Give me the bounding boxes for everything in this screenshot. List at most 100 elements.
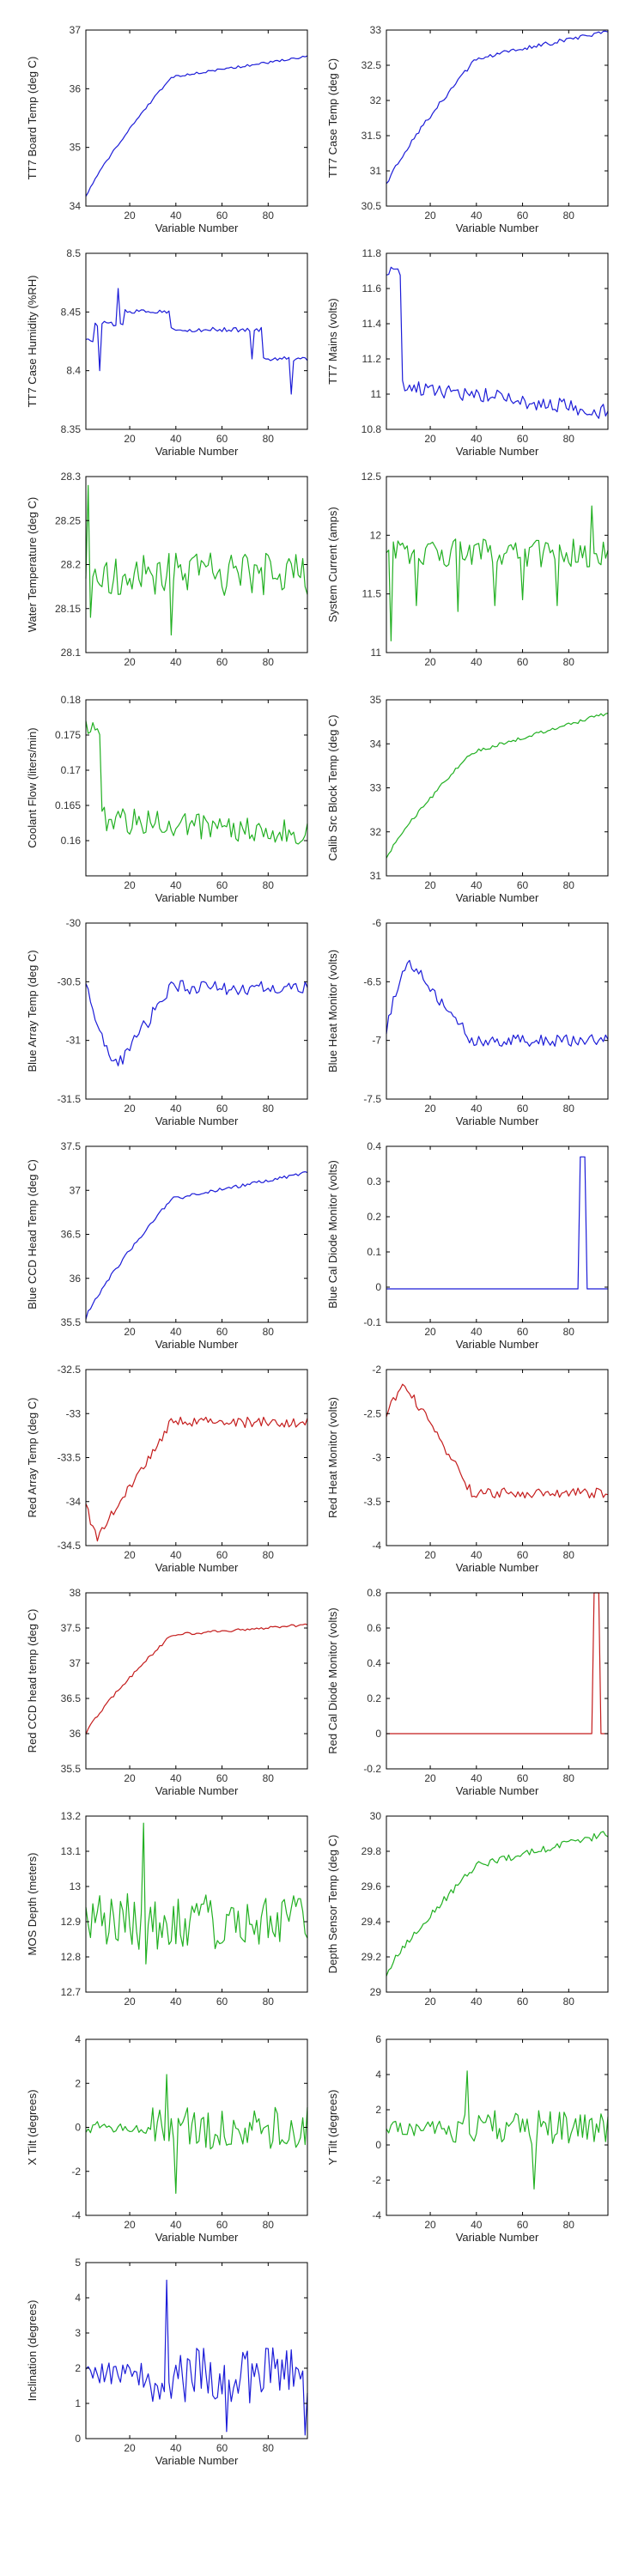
- y-axis-label: TT7 Case Humidity (%RH): [26, 276, 39, 408]
- y-tick-label: 36.5: [61, 1229, 82, 1241]
- y-tick-label: 0.17: [61, 764, 82, 776]
- x-tick-label: 40: [471, 1996, 483, 2008]
- axes-frame: [386, 29, 609, 207]
- y-tick-label: 0.4: [367, 1657, 381, 1669]
- x-tick-label: 40: [471, 1103, 483, 1115]
- chart-depth-sensor-temp: 20 40 60 80 29 29.2 29.4 29.6 29.8 30 Depth Sensor…: [326, 1810, 609, 2008]
- series-line-coolant-flow: [85, 720, 308, 845]
- x-tick-label: 40: [170, 1996, 182, 2008]
- y-axis-label: Blue Heat Monitor (volts): [326, 950, 339, 1072]
- x-axis-label: Variable Number: [155, 891, 239, 904]
- y-tick-label: 33: [370, 782, 382, 794]
- chart-tt7-case-humidity: 20 40 60 80 8.35 8.4 8.45 8.5 Variable Number TT7…: [26, 247, 308, 458]
- x-tick-label: 60: [216, 656, 228, 668]
- y-axis-label: Y Tilt (degrees): [326, 2090, 339, 2166]
- x-axis-label: Variable Number: [155, 1338, 239, 1351]
- x-tick-label: 60: [517, 1326, 529, 1338]
- y-tick-label: 34: [370, 738, 382, 750]
- y-tick-label: 0: [75, 2433, 81, 2445]
- x-tick-label: 40: [170, 879, 182, 891]
- y-tick-label: 0.3: [367, 1176, 381, 1188]
- y-tick-label: 35.5: [61, 1763, 82, 1775]
- y-tick-label: 29.8: [361, 1845, 382, 1857]
- x-axis-label: Variable Number: [456, 1338, 539, 1351]
- series-line-red-ccd-head-temp: [85, 1623, 308, 1735]
- x-tick-label: 60: [216, 1103, 228, 1115]
- y-tick-label: 0.165: [55, 799, 81, 811]
- x-tick-label: 80: [563, 1103, 575, 1115]
- x-tick-label: 40: [170, 2219, 182, 2231]
- y-tick-label: 37: [70, 1184, 82, 1196]
- axes-frame: [85, 1815, 308, 1993]
- y-tick-label: 10.8: [361, 423, 382, 435]
- x-tick-label: 40: [170, 2442, 182, 2454]
- x-axis-label: Variable Number: [456, 445, 539, 458]
- x-tick-label: 40: [471, 1772, 483, 1784]
- axes-frame: [85, 252, 308, 430]
- series-line-tt7-case-temp: [386, 30, 609, 185]
- x-tick-label: 20: [124, 210, 136, 222]
- x-tick-label: 20: [424, 1549, 436, 1561]
- x-tick-label: 20: [124, 433, 136, 445]
- y-tick-label: 28.15: [55, 603, 81, 615]
- axes-frame: [386, 2038, 609, 2216]
- y-tick-label: 29.4: [361, 1916, 382, 1928]
- y-tick-label: 12.9: [61, 1916, 82, 1928]
- y-tick-label: 32.5: [361, 59, 382, 71]
- x-tick-label: 40: [471, 656, 483, 668]
- y-tick-label: 29.2: [361, 1951, 382, 1963]
- chart-blue-array-temp: 20 40 60 80 -31.5 -31 -30.5 -30 Variable Number B…: [26, 917, 308, 1127]
- x-tick-label: 40: [471, 2219, 483, 2231]
- x-tick-label: 60: [216, 879, 228, 891]
- x-tick-label: 60: [517, 2219, 529, 2231]
- x-axis-label: Variable Number: [155, 2454, 239, 2467]
- x-tick-label: 40: [471, 433, 483, 445]
- y-tick-label: 12.8: [61, 1951, 82, 1963]
- series-line-tt7-case-humidity: [85, 288, 308, 395]
- y-tick-label: 31.5: [361, 130, 382, 142]
- y-tick-label: 38: [70, 1587, 82, 1599]
- y-tick-label: -2.5: [363, 1407, 381, 1419]
- series-line-water-temp: [85, 484, 308, 636]
- y-tick-label: 8.35: [61, 423, 82, 435]
- chart-tt7-case-temp: 20 40 60 80 30.5 31 31.5 32 32.5 33 Variable Numbe…: [326, 24, 609, 234]
- y-tick-label: 0: [375, 1728, 381, 1740]
- x-tick-label: 40: [471, 879, 483, 891]
- y-tick-label: 28.1: [61, 647, 82, 659]
- x-tick-label: 20: [424, 2219, 436, 2231]
- y-tick-label: 31: [370, 870, 382, 882]
- x-tick-label: 80: [263, 1549, 275, 1561]
- x-tick-label: 20: [124, 1103, 136, 1115]
- y-tick-label: 0.2: [367, 1211, 381, 1223]
- x-tick-label: 40: [471, 1549, 483, 1561]
- y-tick-label: -32.5: [58, 1364, 82, 1376]
- x-axis-label: Variable Number: [456, 2231, 539, 2244]
- x-tick-label: 80: [263, 1326, 275, 1338]
- chart-coolant-flow: 20 40 60 80 0.16 0.165 0.17 0.175 0.18 Variable N…: [26, 694, 308, 904]
- y-axis-label: Red CCD head temp (deg C): [26, 1609, 39, 1753]
- x-tick-label: 40: [471, 210, 483, 222]
- x-axis-label: Variable Number: [456, 222, 539, 234]
- chart-calib-src-block-temp: 20 40 60 80 31 32 33 34 35 Variable Number Calib S…: [326, 694, 609, 904]
- y-tick-label: 37.5: [61, 1622, 82, 1634]
- axes-frame: [85, 2262, 308, 2439]
- y-tick-label: 12.7: [61, 1986, 82, 1998]
- y-tick-label: 6: [375, 2033, 381, 2045]
- x-tick-label: 40: [170, 1772, 182, 1784]
- chart-red-array-temp: 20 40 60 80 -34.5 -34 -33.5 -33 -32.5 Variable Nu…: [26, 1364, 308, 1574]
- y-tick-label: 2: [375, 2104, 381, 2116]
- x-tick-label: 80: [563, 433, 575, 445]
- axes-frame: [85, 476, 308, 653]
- y-tick-label: 11.2: [362, 353, 382, 365]
- y-axis-label: MOS Depth (meters): [26, 1853, 39, 1956]
- x-tick-label: 80: [563, 656, 575, 668]
- chart-red-heat-monitor: 20 40 60 80 -4 -3.5 -3 -2.5 -2 Variable Number Red…: [326, 1364, 609, 1574]
- chart-tt7-board-temp: 20 40 60 80 34 35 36 37 Variable Number TT7 Board…: [26, 24, 308, 234]
- y-tick-label: 29.6: [361, 1880, 382, 1893]
- y-tick-label: 0.8: [367, 1587, 381, 1599]
- y-tick-label: 37: [70, 24, 82, 36]
- y-axis-label: Red Cal Diode Monitor (volts): [326, 1607, 339, 1754]
- chart-blue-cal-diode-monitor: 20 40 60 80 -0.1 0 0.1 0.2 0.3 0.4 Variable Number…: [326, 1140, 609, 1351]
- x-axis-label: Variable Number: [155, 445, 239, 458]
- series-line-inclination: [85, 2279, 308, 2436]
